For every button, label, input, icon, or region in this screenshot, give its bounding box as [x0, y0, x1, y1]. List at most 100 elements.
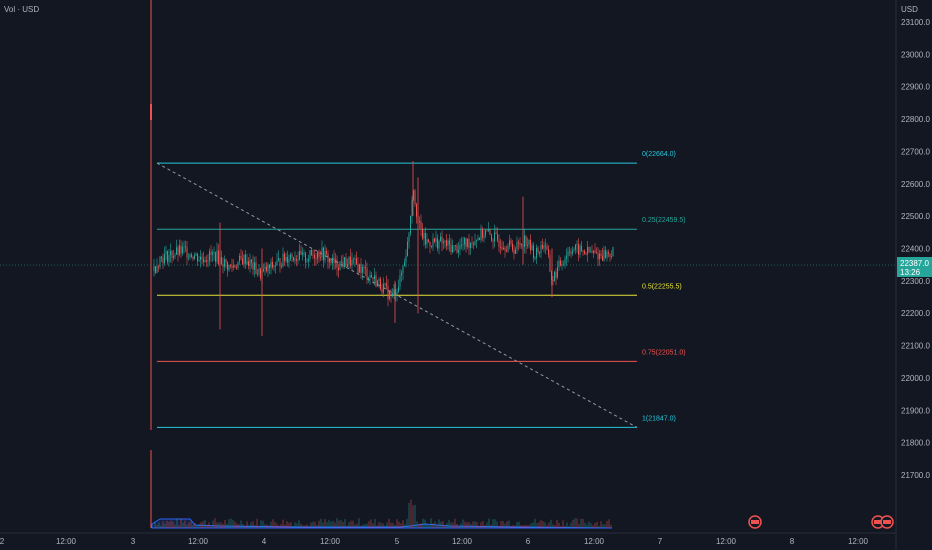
candle-body [374, 275, 375, 280]
candle-body [414, 190, 416, 205]
candle-body [410, 215, 411, 234]
candle-body [612, 247, 614, 257]
candle-body [305, 252, 306, 262]
current-price-marker: 22387.0 13:26 [0, 257, 932, 277]
candle-body [396, 291, 398, 296]
time-tick-label: 6 [526, 537, 531, 546]
candle-body [309, 250, 311, 259]
candle-body [353, 259, 354, 261]
candle-body [566, 256, 567, 259]
candle-body [485, 230, 486, 236]
price-tick-label: 22900.0 [901, 83, 930, 92]
economic-event-icon[interactable] [880, 515, 894, 529]
price-axis[interactable]: 23100.0 23000.0 22900.0 22800.0 22700.0 22600… [901, 18, 930, 480]
candle-body [240, 256, 242, 259]
candle-body [494, 232, 495, 242]
candle-body [555, 271, 557, 278]
candle-body [416, 204, 417, 217]
candle-body [173, 256, 174, 258]
price-tick-label: 23100.0 [901, 18, 930, 27]
candle-body [314, 255, 315, 259]
candle-body [402, 266, 404, 274]
candle-body [282, 253, 284, 267]
economic-event-icon[interactable] [748, 515, 762, 529]
candle-body [185, 246, 186, 248]
candle-body [411, 200, 413, 216]
candle-body [581, 245, 582, 251]
candle-body [339, 261, 341, 271]
candle-body [216, 250, 218, 262]
candle-body [539, 252, 540, 254]
candle-body [192, 256, 194, 259]
candle-body [380, 279, 381, 290]
price-tick-label: 22800.0 [901, 115, 930, 124]
candle-body [317, 251, 318, 259]
candle-body [194, 255, 195, 259]
candle-body [579, 245, 581, 255]
candle-body [584, 250, 585, 254]
candle-body [474, 241, 476, 245]
candle-body [329, 258, 330, 263]
candle-body [323, 247, 324, 261]
candle-body [231, 266, 233, 268]
fib-retracement[interactable]: 0(22664.0) 0.25(22459.5) 0.5(22255.5) 0.75(… [156, 151, 686, 428]
candle-body [503, 247, 504, 250]
candle-body [299, 250, 300, 260]
candle-body [195, 253, 197, 256]
candle-body [462, 244, 464, 246]
candle-body [203, 259, 204, 263]
candle-body [560, 260, 561, 266]
candle-body [332, 257, 333, 264]
candle-body [233, 265, 234, 268]
candle-body [258, 268, 260, 274]
fib-trend-line[interactable] [156, 162, 638, 428]
candle-body [347, 264, 348, 267]
candle-body [210, 251, 212, 255]
candle-body [405, 256, 407, 263]
candle-body [225, 259, 227, 263]
candle-body [435, 238, 437, 242]
candle-body [377, 280, 378, 287]
candle-body [572, 250, 573, 254]
time-tick-label: 12:00 [56, 537, 77, 546]
candle-body [290, 254, 291, 259]
candle-body [464, 238, 465, 245]
candle-body [338, 267, 339, 271]
candle-body [483, 235, 485, 238]
candle-body [518, 242, 519, 244]
candle-body [363, 266, 365, 268]
candle-body [605, 250, 606, 258]
candle-body [369, 274, 371, 278]
candle-body [197, 253, 198, 262]
symbol-label: Vol · USD [4, 5, 40, 14]
candle-body [221, 257, 222, 265]
candle-body [459, 244, 461, 250]
candle-body [389, 291, 390, 299]
candle-body [537, 247, 539, 253]
candle-body [341, 261, 342, 263]
candle-body [281, 266, 282, 268]
candle-body [165, 251, 167, 255]
candle-body [549, 255, 551, 272]
candle-body [507, 245, 509, 252]
candle-body [302, 252, 303, 255]
candle-body [209, 251, 210, 261]
candle-body [509, 240, 510, 246]
candle-body [285, 256, 287, 261]
time-axis[interactable]: 2 12:00 3 12:00 4 12:00 5 12:00 6 12:00 7 12:00 8 12:… [0, 537, 869, 546]
candle-body [588, 246, 590, 253]
candle-body [294, 259, 296, 261]
candle-body [587, 246, 588, 255]
candle-body [224, 259, 225, 267]
candle-body [213, 252, 215, 254]
candle-body [288, 258, 290, 263]
candle-body [218, 250, 219, 264]
candle-body [575, 244, 576, 250]
candle-body [497, 234, 498, 241]
candle-body [276, 260, 278, 266]
candle-body [212, 252, 213, 255]
candle-body [230, 264, 231, 267]
candle-body [273, 266, 275, 268]
candle-body [177, 247, 179, 255]
